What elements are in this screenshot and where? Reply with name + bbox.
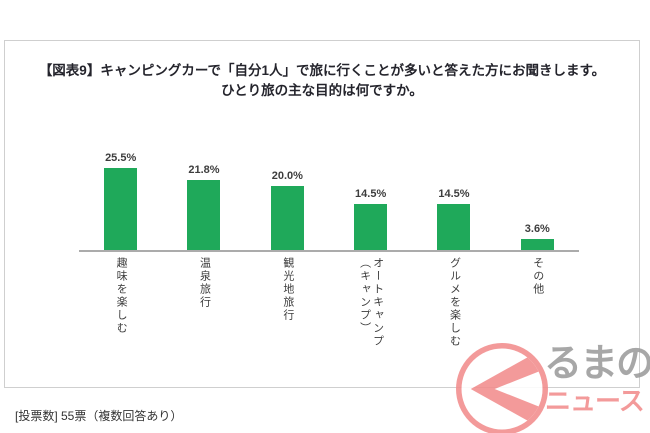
bar-group: 14.5% bbox=[412, 188, 495, 251]
logo-text-sub: ニュース bbox=[545, 386, 645, 416]
bar-value-label: 14.5% bbox=[438, 188, 470, 200]
bar bbox=[270, 186, 304, 251]
category-area: 趣味を楽しむ 温泉旅行 観光地旅行 オートキャンプ （キャンプ） グルメを楽しむ その他 bbox=[79, 257, 579, 348]
chart-card: 【図表9】キャンピングカーで「自分1人」で旅に行くことが多いと答えた方にお聞きし… bbox=[4, 40, 640, 423]
bar bbox=[437, 204, 471, 251]
category-label: グルメを楽しむ bbox=[448, 257, 461, 348]
bar bbox=[354, 204, 388, 251]
x-axis-line bbox=[79, 250, 579, 252]
bar bbox=[104, 168, 138, 251]
bar-value-label: 20.0% bbox=[271, 170, 303, 182]
bar-value-label: 3.6% bbox=[524, 223, 550, 235]
category-label: 観光地旅行 bbox=[281, 257, 294, 322]
bar-value-label: 25.5% bbox=[105, 152, 137, 164]
bar bbox=[187, 180, 221, 251]
bar-group: 3.6% bbox=[496, 223, 579, 251]
kuruma-news-logo: るまの ニュース bbox=[456, 341, 650, 433]
bar-group: 14.5% bbox=[329, 188, 412, 251]
category-label: 温泉旅行 bbox=[198, 257, 211, 309]
logo-text-main: るまの bbox=[544, 343, 650, 385]
category-label: その他 bbox=[531, 257, 544, 296]
category-label: 趣味を楽しむ bbox=[115, 257, 128, 335]
bar-group: 21.8% bbox=[162, 164, 245, 251]
bar-area: 25.5% 21.8% 20.0% 14.5% 14.5% 3.6% bbox=[79, 151, 579, 251]
vote-count-note: [投票数] 55票（複数回答あり） bbox=[15, 409, 183, 423]
bar-value-label: 14.5% bbox=[355, 188, 387, 200]
category-label: オートキャンプ （キャンプ） bbox=[358, 257, 384, 348]
bar bbox=[520, 239, 554, 251]
chart-title-line1: 【図表9】キャンピングカーで「自分1人」で旅に行くことが多いと答えた方にお聞きし… bbox=[38, 63, 606, 78]
bar-value-label: 21.8% bbox=[188, 164, 220, 176]
bar-group: 25.5% bbox=[79, 152, 162, 251]
bar-group: 20.0% bbox=[246, 170, 329, 251]
ku-circle-icon bbox=[456, 343, 548, 433]
chart-title-line2: ひとり旅の主な目的は何ですか。 bbox=[221, 83, 423, 98]
chart-title: 【図表9】キャンピングカーで「自分1人」で旅に行くことが多いと答えた方にお聞きし… bbox=[19, 61, 625, 101]
